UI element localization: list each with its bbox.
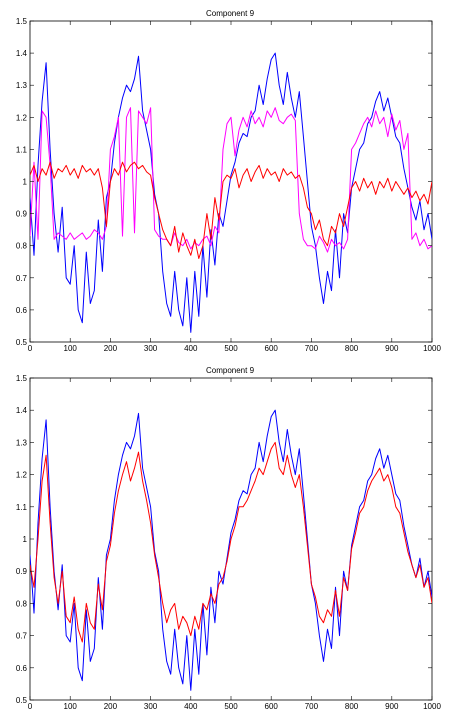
x-tick-label: 400: [184, 344, 198, 353]
x-tick-label: 400: [184, 702, 198, 711]
y-tick-label: 1.5: [16, 374, 28, 383]
y-tick-label: 1.2: [16, 471, 28, 480]
x-tick-label: 300: [144, 344, 158, 353]
x-tick-label: 800: [345, 702, 359, 711]
y-tick-label: 1.3: [16, 438, 28, 447]
x-tick-label: 200: [104, 344, 118, 353]
y-tick-label: 0.6: [16, 664, 28, 673]
y-tick-label: 1: [23, 535, 28, 544]
y-tick-label: 0.9: [16, 210, 28, 219]
x-tick-label: 100: [64, 344, 78, 353]
chart-bottom: Component 9 0 100 200 300 400 500 600 700 800 900…: [16, 366, 442, 711]
x-tick-label: 300: [144, 702, 158, 711]
y-tick-label: 0.5: [16, 338, 28, 347]
y-tick-label: 0.7: [16, 632, 28, 641]
series-line-1: [30, 441, 432, 643]
y-tick-label: 0.6: [16, 306, 28, 315]
x-tick-label: 500: [224, 344, 238, 353]
y-tick-label: 1.4: [16, 49, 28, 58]
x-tick-label: 200: [104, 702, 118, 711]
y-tick-label: 1.1: [16, 145, 28, 154]
x-tick-label: 500: [224, 702, 238, 711]
y-tick-label: 1.2: [16, 113, 28, 122]
x-tick-label: 900: [385, 702, 399, 711]
series-line-0: [30, 52, 432, 333]
series-line-1: [30, 107, 432, 253]
y-tick-label: 1.1: [16, 503, 28, 512]
x-tick-label: 1000: [423, 702, 441, 711]
y-tick-label: 0.9: [16, 567, 28, 576]
x-tick-label: 600: [265, 344, 279, 353]
series-line-2: [30, 161, 432, 259]
x-tick-label: 800: [345, 344, 359, 353]
x-tick-label: 600: [265, 702, 279, 711]
y-tick-label: 1.5: [16, 17, 28, 26]
x-tick-label: 100: [64, 702, 78, 711]
x-tick-label: 700: [305, 702, 319, 711]
chart-title: Component 9: [206, 366, 255, 375]
y-tick-label: 0.8: [16, 599, 28, 608]
y-tick-label: 1: [23, 178, 28, 187]
x-tick-label: 700: [305, 344, 319, 353]
y-tick-label: 1.3: [16, 81, 28, 90]
y-tick-label: 0.5: [16, 696, 28, 705]
x-tick-label: 1000: [423, 344, 441, 353]
x-tick-label: 0: [28, 344, 33, 353]
x-tick-label: 900: [385, 344, 399, 353]
chart-top: Component 9 0 100 200 300 400 500 600 700 800 900…: [16, 9, 442, 353]
series-group: [30, 52, 432, 333]
series-group: [30, 409, 432, 691]
y-tick-label: 0.8: [16, 242, 28, 251]
chart-title: Component 9: [206, 9, 255, 18]
y-tick-label: 0.7: [16, 274, 28, 283]
y-tick-label: 1.4: [16, 406, 28, 415]
x-tick-label: 0: [28, 702, 33, 711]
